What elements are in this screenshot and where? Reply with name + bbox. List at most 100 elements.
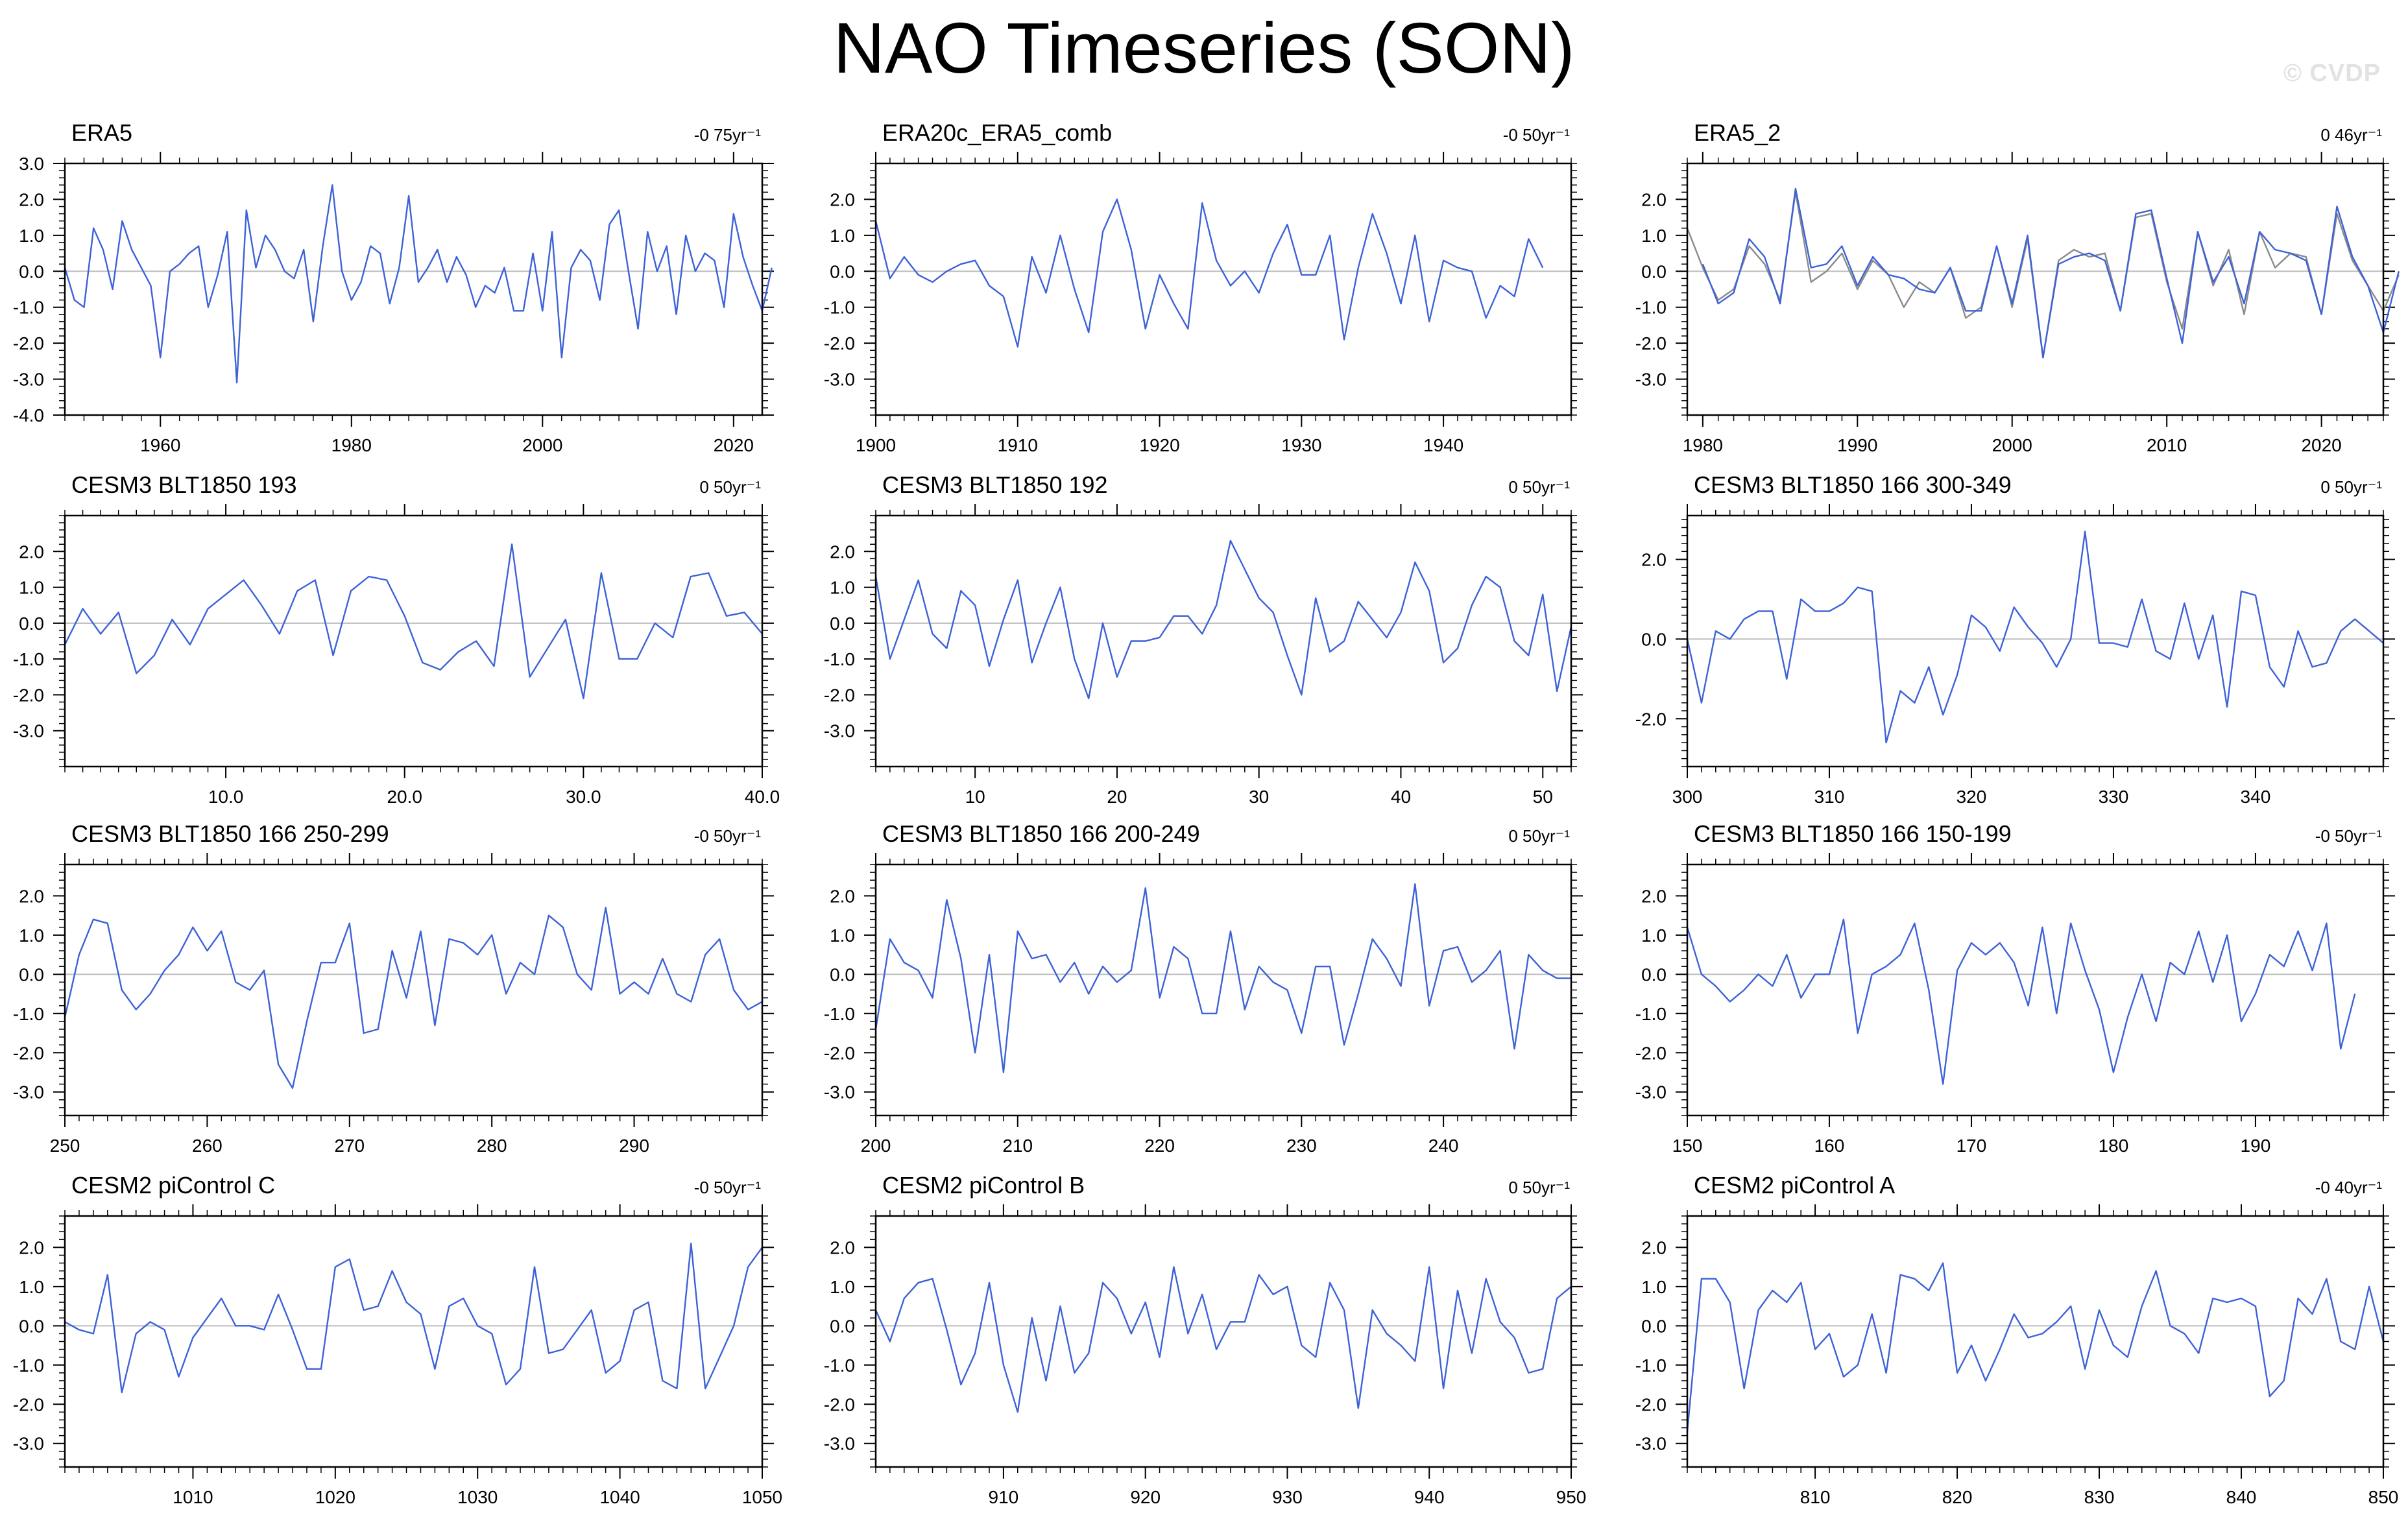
x-tick-label: 330 [2099,787,2129,807]
chart-title: CESM2 piControl B [882,1172,1085,1198]
chart-panel-4: CESM3 BLT1850 193 0 50yr⁻¹ 10.0 20.0 30.0 40.… [13,471,780,807]
y-tick-label: -1.0 [13,649,44,669]
x-tick-label: 300 [1672,787,1703,807]
y-tick-label: 2.0 [1641,886,1667,906]
y-tick-label: 1.0 [19,578,44,598]
x-tick-label: 270 [334,1136,365,1156]
y-tick-label: -2.0 [13,333,44,353]
y-tick-label: 1.0 [830,1277,855,1297]
y-tick-label: -1.0 [13,1355,44,1376]
trend-label: -0 40yr⁻¹ [2315,1178,2383,1197]
y-tick-label: -1.0 [824,298,855,318]
x-tick-label: 210 [1002,1136,1033,1156]
plot-frame [64,1215,764,1468]
x-tick-label: 840 [2226,1487,2257,1507]
x-tick-label: 290 [619,1136,649,1156]
trend-label: 0 50yr⁻¹ [699,477,761,497]
x-tick-label: 1040 [599,1487,640,1507]
plot-frame [874,162,1572,416]
y-tick-label: 2.0 [1641,189,1667,209]
x-tick-label: 2000 [1992,435,2032,455]
chart-panel-10: CESM2 piControl C -0 50yr⁻¹ 1010 1020 1030 10… [13,1172,782,1507]
x-tick-label: 280 [477,1136,507,1156]
trend-label: -0 50yr⁻¹ [694,1178,762,1197]
y-tick-label: 1.0 [19,226,44,246]
chart-title: ERA20c_ERA5_comb [882,119,1112,146]
y-tick-label: -2.0 [824,1394,855,1414]
y-tick-label: 1.0 [1641,226,1667,246]
x-tick-label: 50 [1533,787,1553,807]
x-tick-label: 1980 [331,435,372,455]
y-tick-label: -3.0 [824,1082,855,1103]
x-tick-label: 1930 [1281,435,1321,455]
y-tick-label: 2.0 [1641,550,1667,570]
series-line-cesm3-blt1850-166-150-199 [1686,918,2356,1085]
y-tick-label: 0.0 [19,261,44,281]
series-line-cesm3-blt1850-166-250-299 [64,907,763,1089]
chart-title: ERA5_2 [1694,119,1781,146]
x-tick-label: 40 [1391,787,1411,807]
plot-frame [64,514,764,768]
x-tick-label: 1910 [998,435,1038,455]
y-tick-label: 1.0 [830,226,855,246]
y-tick-label: -2.0 [13,1394,44,1414]
x-tick-label: 1920 [1139,435,1179,455]
series-line-cesm3-blt1850-166-300-349 [1686,531,2384,744]
y-tick-label: -3.0 [1635,1434,1667,1454]
y-tick-label: -2.0 [1635,1394,1667,1414]
series-line-cesm3-blt1850-166-200-249 [874,883,1571,1073]
y-tick-label: 1.0 [830,578,855,598]
y-tick-label: 1.0 [19,925,44,946]
x-tick-label: 950 [1556,1487,1587,1507]
plot-frame [874,514,1572,768]
series-line-era5-2 [1702,187,2400,359]
x-tick-label: 910 [989,1487,1019,1507]
x-tick-label: 940 [1414,1487,1445,1507]
trend-label: -0 50yr⁻¹ [694,826,762,846]
x-tick-label: 2020 [2301,435,2341,455]
x-tick-label: 1960 [140,435,180,455]
y-tick-label: 2.0 [19,886,44,906]
chart-panel-12: CESM2 piControl A -0 40yr⁻¹ 810 820 830 840 85… [1635,1172,2399,1507]
plot-frame [874,1215,1572,1468]
y-tick-label: 2.0 [830,1237,855,1258]
y-tick-label: -2.0 [824,333,855,353]
x-tick-label: 260 [192,1136,223,1156]
x-tick-label: 240 [1428,1136,1459,1156]
chart-panel-1: ERA5 -0 75yr⁻¹ 1960 1980 2000 2020 -4.0 -3.0 -2.… [13,119,774,455]
y-tick-label: 0.0 [19,964,44,984]
y-tick-label: -3.0 [824,1434,855,1454]
y-tick-label: 1.0 [1641,1277,1667,1297]
y-tick-label: 2.0 [1641,1237,1667,1258]
trend-label: 0 50yr⁻¹ [1508,1178,1570,1197]
y-tick-label: -3.0 [13,1082,44,1103]
chart-title: CESM3 BLT1850 192 [882,471,1108,498]
y-tick-label: 0.0 [19,1316,44,1336]
x-tick-label: 1030 [457,1487,498,1507]
x-tick-label: 180 [2099,1136,2129,1156]
series-line-cesm3-blt1850-193 [64,543,763,700]
x-tick-label: 310 [1814,787,1845,807]
trend-label: 0 46yr⁻¹ [2320,125,2382,145]
chart-panel-11: CESM2 piControl B 0 50yr⁻¹ 910 920 930 940 950… [824,1172,1587,1507]
y-tick-label: 0.0 [830,1316,855,1336]
y-tick-label: 0.0 [830,614,855,634]
x-tick-label: 150 [1672,1136,1703,1156]
x-tick-label: 10 [965,787,985,807]
chart-panel-7: CESM3 BLT1850 166 250-299 -0 50yr⁻¹ 250 260… [13,820,774,1156]
x-tick-label: 20.0 [387,787,422,807]
chart-panel-2: ERA20c_ERA5_comb -0 50yr⁻¹ 1900 1910 1920 193… [824,119,1583,455]
y-tick-label: -2.0 [13,1043,44,1063]
y-tick-label: 2.0 [830,542,855,562]
y-tick-label: -1.0 [824,1004,855,1024]
x-tick-label: 1020 [315,1487,355,1507]
y-tick-label: -4.0 [13,405,44,425]
chart-panel-6: CESM3 BLT1850 166 300-349 0 50yr⁻¹ 300 310 3… [1635,471,2395,807]
x-tick-label: 250 [50,1136,80,1156]
x-tick-label: 340 [2241,787,2271,807]
y-tick-label: 1.0 [1641,925,1667,946]
y-tick-label: 2.0 [19,1237,44,1258]
page-title: NAO Timeseries (SON) [833,8,1575,88]
chart-title: CESM3 BLT1850 166 150-199 [1694,820,2012,847]
